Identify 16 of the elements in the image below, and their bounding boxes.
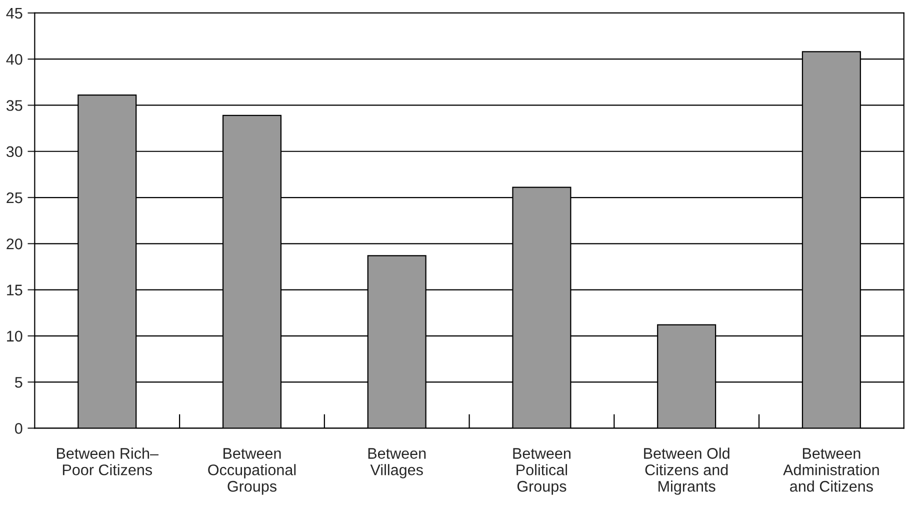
y-tick-label: 10 — [7, 330, 22, 342]
y-tick-label: 15 — [7, 284, 22, 296]
x-tick-label: Between Rich– Poor Citizens — [57, 448, 158, 476]
x-tick-label: Between Political Groups — [513, 448, 570, 495]
y-tick-label: 30 — [6, 146, 22, 158]
y-tick-label: 20 — [6, 238, 22, 250]
x-tick-label: Between Administration and Citizens — [783, 448, 879, 492]
x-tick-label: Between Villages — [368, 448, 426, 478]
y-tick-label: 5 — [15, 377, 22, 388]
x-tick-label: Between Old Citizens and Migrants — [644, 448, 730, 495]
y-tick-label: 35 — [6, 100, 22, 111]
x-tick-label: Between Occupational Groups — [208, 448, 296, 495]
y-tick-label: 25 — [6, 192, 22, 204]
y-tick-label: 45 — [6, 8, 22, 19]
y-tick-label: 0 — [14, 423, 22, 434]
y-tick-label: 40 — [6, 54, 22, 65]
